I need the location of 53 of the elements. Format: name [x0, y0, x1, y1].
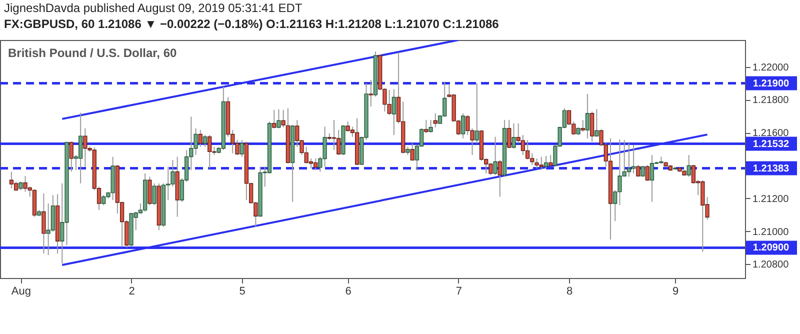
candlestick [493, 136, 498, 176]
candlestick [410, 142, 414, 162]
x-tick-label: 7 [456, 286, 462, 298]
candlestick [198, 129, 202, 148]
candlestick [691, 164, 696, 184]
candlestick [548, 154, 553, 168]
candlestick [645, 164, 650, 182]
y-tick-label: 1.22000 [752, 62, 790, 74]
y-tick-label: 1.21800 [752, 95, 790, 106]
x-tick-label: 5 [239, 286, 246, 298]
candlestick [276, 108, 281, 129]
candlestick [461, 112, 466, 139]
candlestick [392, 88, 396, 136]
candlestick [520, 134, 526, 156]
candlestick [428, 119, 433, 134]
y-tick-label: 1.21600 [752, 128, 790, 140]
text: FX:GBPUSD, 60 1.21086 ▼ −0.00222 (−0.18%) O:1.21163 H:1.21208 L:1.21070 C:1.21086 [4, 17, 500, 31]
y-tick-label: 1.21000 [752, 226, 790, 238]
candlestick [594, 108, 599, 138]
candlestick [433, 112, 438, 128]
candlestick [498, 160, 502, 198]
candlestick [512, 122, 516, 149]
candlestick [152, 182, 156, 206]
candlestick [585, 93, 590, 139]
x-tick-label: 8 [566, 286, 573, 298]
candlestick [368, 79, 373, 108]
candlestick [272, 109, 276, 129]
x-tick-label: 2 [128, 286, 135, 298]
ref-line-label: 1.20900 [752, 242, 790, 254]
candlestick [544, 155, 548, 169]
x-tick-label: 6 [345, 286, 352, 298]
candlestick [650, 154, 654, 202]
candlestick [590, 111, 594, 142]
candlestick [424, 119, 428, 134]
ref-line-label: 1.21383 [752, 163, 790, 174]
text: JigneshDavda published August 09, 2019 05:31:41 EDT [4, 1, 303, 15]
candlestick [42, 192, 46, 254]
candlestick [281, 109, 286, 128]
candlestick [686, 154, 691, 178]
x-tick-label: Aug [11, 286, 31, 298]
x-tick-label: 9 [672, 286, 679, 298]
candlestick [148, 176, 152, 206]
candlestick [240, 140, 244, 158]
candlestick [580, 119, 585, 132]
ref-line-label: 1.21900 [752, 78, 790, 90]
candlestick [474, 82, 479, 144]
ref-line-label: 1.21532 [752, 138, 790, 150]
text: British Pound / U.S. Dollar, 60 [8, 46, 178, 60]
candlestick [69, 141, 74, 172]
candlestick [202, 134, 208, 148]
y-tick-label: 1.20800 [752, 260, 790, 271]
y-tick-label: 1.21200 [752, 194, 790, 205]
candlestick [507, 119, 512, 149]
